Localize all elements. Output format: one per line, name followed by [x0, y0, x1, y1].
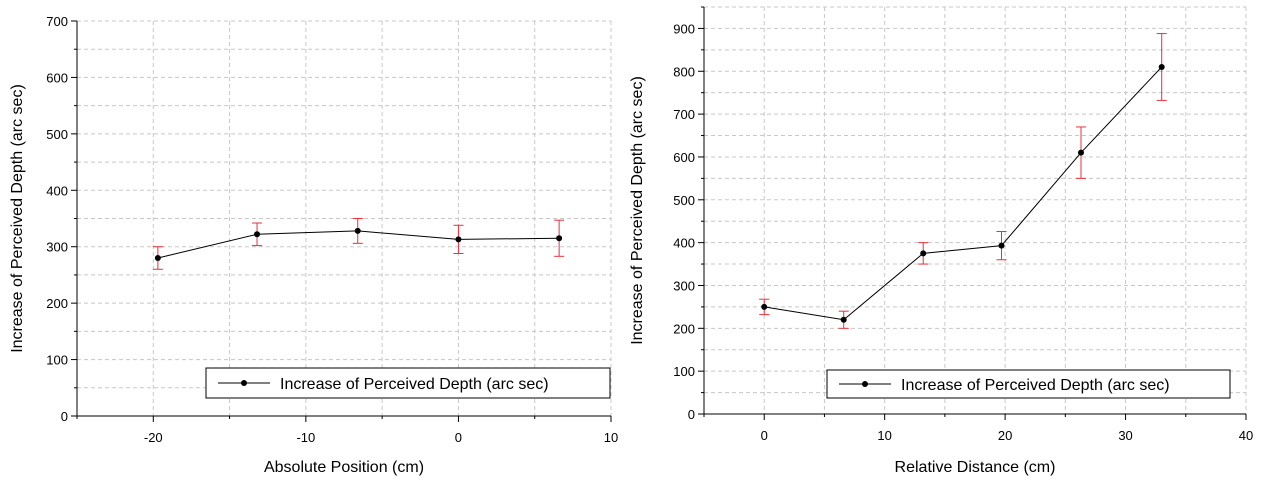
x-tick-label: 0: [761, 428, 768, 443]
y-tick-label: 700: [673, 107, 695, 122]
legend-marker: [862, 381, 868, 387]
series-line: [764, 66, 1163, 321]
chart-relative-distance: 0 10 20 30 400100200300400500600700800900Rel…: [629, 6, 1253, 476]
y-axis-label: Increase of Perceived Depth (arc sec): [9, 84, 26, 353]
data-point: [455, 236, 462, 243]
data-point: [840, 316, 847, 323]
x-tick-label: 40: [1239, 428, 1253, 443]
y-tick-label: 600: [673, 150, 695, 165]
x-tick-label: -10: [296, 430, 315, 445]
x-axis-label: Absolute Position (cm): [264, 459, 424, 476]
y-tick-label: 800: [673, 64, 695, 79]
y-tick-label: 100: [673, 364, 695, 379]
legend: Increase of Perceived Depth (arc sec): [205, 367, 611, 399]
legend: Increase of Perceived Depth (arc sec): [826, 369, 1231, 399]
data-point: [1158, 63, 1165, 70]
x-tick-label: 10: [604, 430, 618, 445]
y-tick-label: 100: [46, 353, 68, 368]
legend-label: Increase of Perceived Depth (arc sec): [901, 377, 1170, 394]
data-point: [1077, 149, 1084, 156]
y-tick-label: 200: [46, 296, 68, 311]
y-tick-label: 200: [673, 321, 695, 336]
data-point: [354, 227, 361, 234]
legend-box: [826, 369, 1231, 399]
chart-absolute-position: -20 -10 0 100100200300400500600700Absolute …: [9, 14, 618, 476]
y-tick-label: 900: [673, 21, 695, 36]
data-point: [254, 231, 261, 238]
y-tick-label: 500: [673, 193, 695, 208]
y-tick-label: 400: [46, 183, 68, 198]
y-tick-label: 400: [673, 236, 695, 251]
x-tick-label: -20: [144, 430, 163, 445]
grid: [704, 6, 1247, 414]
data-point: [998, 242, 1005, 249]
series-line: [157, 230, 560, 259]
x-axis-label: Relative Distance (cm): [895, 459, 1056, 476]
y-tick-label: 700: [46, 14, 68, 29]
y-tick-label: 0: [688, 407, 695, 422]
y-tick-label: 500: [46, 127, 68, 142]
y-axis-label: Increase of Perceived Depth (arc sec): [629, 76, 646, 345]
data-point: [154, 255, 161, 261]
data-point: [920, 250, 927, 257]
legend-marker: [241, 380, 247, 386]
x-tick-label: 0: [455, 430, 462, 445]
x-tick-label: 30: [1118, 428, 1132, 443]
legend-label: Increase of Perceived Depth (arc sec): [280, 376, 549, 393]
x-tick-label: 10: [877, 428, 891, 443]
data-point: [761, 303, 768, 310]
y-tick-label: 600: [46, 70, 68, 85]
legend-box: [205, 367, 611, 399]
y-tick-label: 0: [61, 409, 68, 424]
y-tick-label: 300: [673, 278, 695, 293]
x-tick-label: 20: [998, 428, 1012, 443]
data-point: [556, 235, 563, 242]
grid: [77, 20, 612, 416]
y-tick-label: 300: [46, 240, 68, 255]
